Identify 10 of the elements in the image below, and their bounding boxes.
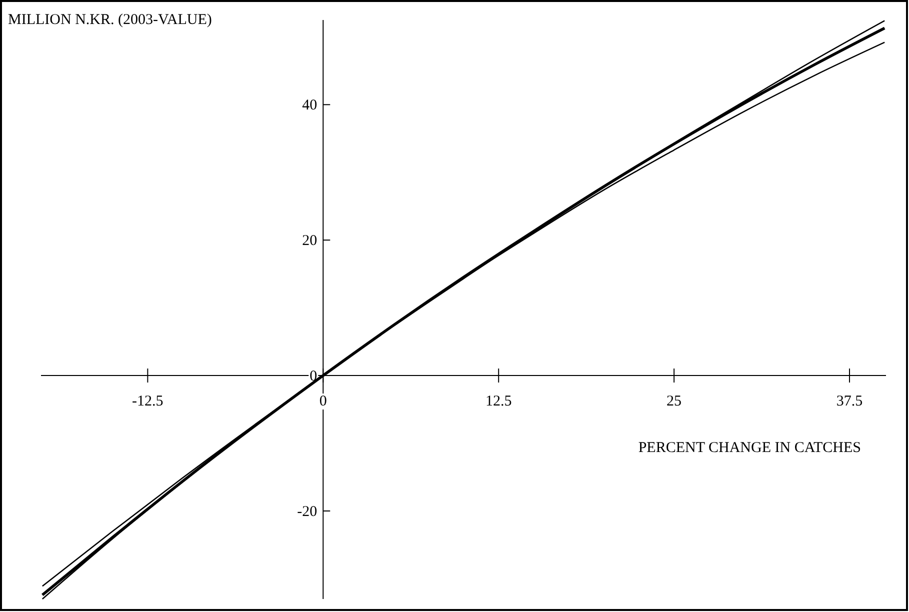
y-axis-title: MILLION N.KR. (2003-VALUE) — [8, 12, 212, 28]
y-tick-label: -20 — [297, 504, 318, 520]
x-tick-label: 12.5 — [485, 394, 512, 410]
x-tick-label: -12.5 — [132, 394, 164, 410]
y-tick-label: 40 — [302, 98, 318, 114]
x-tick-label: 25 — [666, 394, 682, 410]
x-axis-title: PERCENT CHANGE IN CATCHES — [638, 440, 861, 456]
x-tick-label: 37.5 — [836, 394, 863, 410]
y-tick-label: 20 — [302, 233, 318, 250]
y-tick-label: 0 — [310, 368, 318, 385]
